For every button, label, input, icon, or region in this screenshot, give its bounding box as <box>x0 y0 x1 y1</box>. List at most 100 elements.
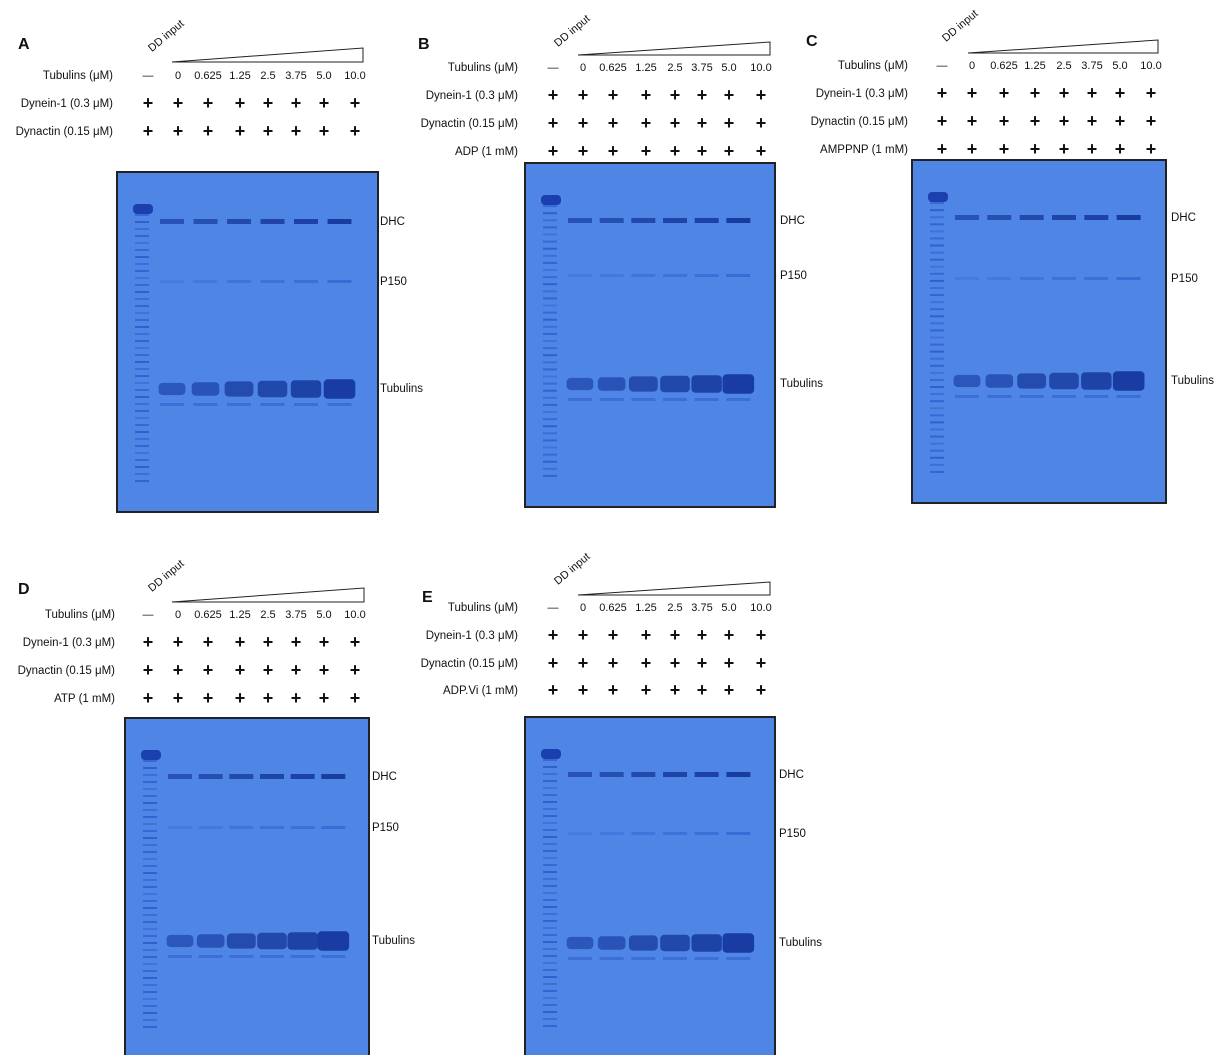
ladder-band <box>143 914 157 916</box>
band-label: Tubulins <box>372 935 415 947</box>
band-minor <box>568 398 592 401</box>
ladder-band <box>543 475 557 477</box>
lane-value: — <box>143 70 154 82</box>
band-tubulin <box>567 937 594 949</box>
plus-sign: + <box>548 625 559 645</box>
row-label: ADP (1 mM) <box>455 146 518 158</box>
lane-value: 0.625 <box>599 602 627 614</box>
ladder-band <box>543 255 557 257</box>
lane-value: 3.75 <box>691 62 712 74</box>
ladder-band <box>543 219 557 221</box>
ladder-band <box>143 963 157 965</box>
ladder-band <box>543 404 557 406</box>
ladder-band <box>543 969 557 971</box>
plus-sign: + <box>203 688 214 708</box>
band-label: P150 <box>779 828 806 840</box>
plus-sign: + <box>937 83 948 103</box>
band-dhc <box>663 218 687 223</box>
ladder-band <box>135 347 149 349</box>
ladder-band <box>930 259 944 261</box>
plus-sign: + <box>1146 111 1157 131</box>
band-tubulin <box>291 380 321 398</box>
ladder-band <box>543 297 557 299</box>
band-minor <box>321 955 345 958</box>
plus-sign: + <box>756 653 767 673</box>
lane-value: — <box>548 602 559 614</box>
ladder-band <box>543 383 557 385</box>
plus-sign: + <box>1030 139 1041 159</box>
ladder-band <box>930 266 944 268</box>
plus-sign: + <box>697 113 708 133</box>
gel <box>525 163 775 507</box>
ladder-band <box>135 319 149 321</box>
plus-sign: + <box>641 85 652 105</box>
band-tubulin <box>225 381 254 396</box>
ladder-band <box>143 1012 157 1014</box>
band-tubulin <box>1113 371 1145 390</box>
row-label: Dynactin (0.15 μM) <box>421 118 519 130</box>
band-tubulin <box>159 383 186 395</box>
ladder-band <box>143 837 157 839</box>
plus-sign: + <box>724 85 735 105</box>
band-dhc <box>229 774 253 779</box>
input-label: DD input <box>146 18 186 55</box>
band-minor <box>1084 395 1108 398</box>
ladder-band <box>543 906 557 908</box>
ladder-band <box>543 836 557 838</box>
ladder-band <box>135 368 149 370</box>
band-minor <box>987 395 1011 398</box>
ladder-band <box>143 816 157 818</box>
plus-sign: + <box>263 632 274 652</box>
plus-sign: + <box>350 93 361 113</box>
plus-sign: + <box>641 113 652 133</box>
band-p150 <box>1117 277 1141 280</box>
lane-value: 3.75 <box>1081 60 1102 72</box>
ladder-band <box>143 788 157 790</box>
band-tubulin <box>629 935 658 950</box>
ladder-band <box>930 351 944 353</box>
plus-sign: + <box>999 83 1010 103</box>
ladder-band <box>135 284 149 286</box>
plus-sign: + <box>697 141 708 161</box>
band-p150 <box>568 832 592 835</box>
input-label: DD input <box>146 558 186 595</box>
plus-sign: + <box>1087 111 1098 131</box>
ladder-band <box>543 418 557 420</box>
ladder-band <box>543 390 557 392</box>
ladder-band <box>543 312 557 314</box>
ladder-band <box>543 241 557 243</box>
ladder-band <box>930 379 944 381</box>
ladder-band <box>930 315 944 317</box>
ladder-band <box>930 358 944 360</box>
lane-value: 10.0 <box>344 609 365 621</box>
row-label: Tubulins (μM) <box>43 70 113 82</box>
band-minor <box>294 403 318 406</box>
band-dhc <box>600 772 624 777</box>
plus-sign: + <box>967 111 978 131</box>
band-minor <box>955 395 979 398</box>
plus-sign: + <box>319 632 330 652</box>
band-minor <box>600 957 624 960</box>
ladder-band <box>543 425 557 427</box>
band-label: DHC <box>780 215 805 227</box>
band-tubulin <box>660 935 690 951</box>
band-tubulin <box>258 381 288 397</box>
band-tubulin <box>723 933 755 952</box>
ladder-band <box>930 372 944 374</box>
band-p150 <box>227 280 251 283</box>
band-p150 <box>663 274 687 277</box>
plus-sign: + <box>1030 83 1041 103</box>
band-dhc <box>568 218 592 223</box>
ladder-band <box>543 290 557 292</box>
ladder-band <box>930 386 944 388</box>
band-minor <box>194 403 218 406</box>
ladder-band <box>543 850 557 852</box>
ladder-top <box>541 195 561 205</box>
band-minor <box>663 957 687 960</box>
band-p150 <box>261 280 285 283</box>
lane-value: 3.75 <box>285 609 306 621</box>
ladder-band <box>930 202 944 204</box>
ladder-band <box>543 340 557 342</box>
ladder-band <box>543 326 557 328</box>
plus-sign: + <box>235 688 246 708</box>
